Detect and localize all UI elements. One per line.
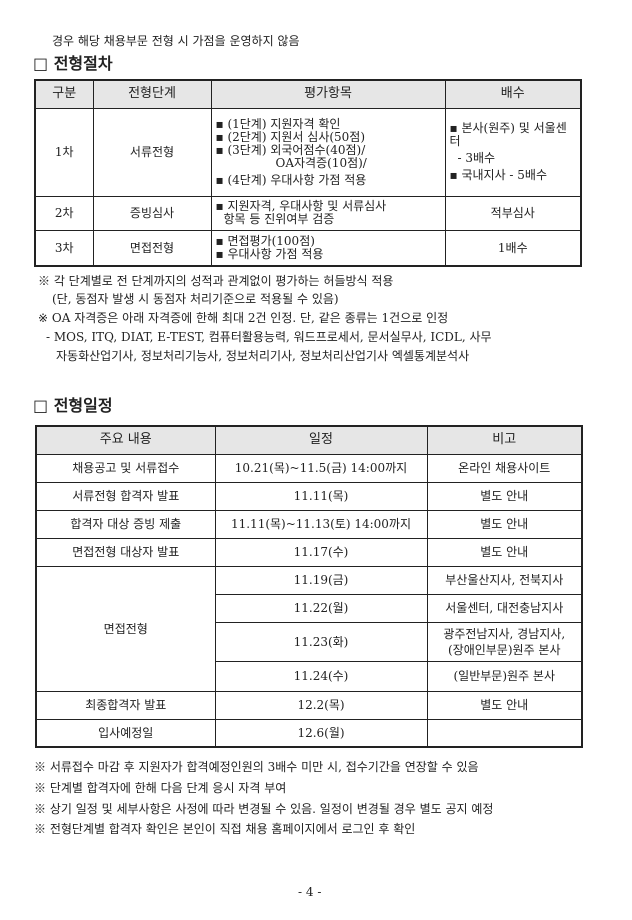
table-row: 최종합격자 발표 12.2(목) 별도 안내: [35, 690, 583, 720]
section-title-procedure: □ 전형절차: [33, 54, 113, 73]
date-cell: 11.22(월): [214, 593, 428, 623]
table-row: 합격자 대상 증빙 제출 11.11(목)~11.13(토) 14:00까지 별…: [35, 509, 583, 539]
stage-name-cell: 증빙심사: [92, 195, 212, 231]
note-cell: 광주전남지사, 경남지사, (장애인부문)원주 본사: [426, 621, 583, 662]
note: (단, 동점자 발생 시 동점자 처리기준으로 적용될 수 있음): [52, 292, 339, 306]
table-row: 11.22(월) 서울센터, 대전충남지사: [36, 593, 583, 623]
section-title-schedule: □ 전형일정: [33, 396, 113, 415]
header-cell: 비고: [426, 425, 583, 455]
table-row: 면접전형 11.19(금) 부산울산지사, 전북지사: [35, 565, 583, 692]
content-cell: 합격자 대상 증빙 제출: [35, 509, 216, 539]
note-cell: 부산울산지사, 전북지사: [426, 565, 583, 595]
list-item: ▪ 면접평가(100점): [215, 233, 315, 248]
list-item: ▪ (4단계) 우대사항 가점 적용: [215, 172, 367, 187]
table-row: 3차 면접전형 ▪ 면접평가(100점) ▪ 우대사항 가점 적용 1배수: [34, 229, 582, 267]
header-cell: 일정: [214, 425, 428, 455]
list-item: ▪ (2단계) 지원서 심사(50점): [215, 129, 366, 144]
table-row: 11.23(화) 광주전남지사, 경남지사, (장애인부문)원주 본사: [36, 621, 583, 662]
content-cell: 채용공고 및 서류접수: [35, 453, 216, 483]
note: - MOS, ITQ, DIAT, E-TEST, 컴퓨터활용능력, 워드프로세…: [46, 330, 492, 344]
list-item: ▪ 국내지사 - 5배수: [449, 168, 548, 182]
table-row: 11.24(수) (일반부문)원주 본사: [36, 660, 583, 692]
date-cell: 11.19(금): [214, 565, 428, 595]
ratio-cell: ▪ 본사(원주) 및 서울센터 - 3배수 ▪ 국내지사 - 5배수: [444, 107, 582, 197]
list-item: ▪ (3단계) 외국어점수(40점)/: [215, 142, 366, 157]
date-cell: 11.11(목): [214, 481, 428, 511]
content-cell: 서류전형 합격자 발표: [35, 481, 216, 511]
note: ※ 서류접수 마감 후 지원자가 합격예정인원의 3배수 미만 시, 접수기간을…: [34, 760, 479, 774]
header-cell: 주요 내용: [35, 425, 216, 455]
table-header: 구분 전형단계 평가항목 배수: [34, 79, 582, 109]
header-cell: 구분: [34, 79, 94, 109]
content-cell: 최종합격자 발표: [35, 690, 216, 720]
note: ※ 각 단계별로 전 단계까지의 성적과 관계없이 평가하는 허들방식 적용: [38, 274, 394, 288]
date-cell: 10.21(목)~11.5(금) 14:00까지: [214, 453, 428, 483]
stage-cell: 3차: [34, 229, 94, 267]
content-cell: 입사예정일: [35, 718, 216, 748]
date-cell: 11.11(목)~11.13(토) 14:00까지: [214, 509, 428, 539]
list-item: ▪ 본사(원주) 및 서울센터: [449, 121, 567, 148]
table-row: 채용공고 및 서류접수 10.21(목)~11.5(금) 14:00까지 온라인…: [35, 453, 583, 483]
stage-cell: 1차: [34, 107, 94, 197]
table-header: 주요 내용 일정 비고: [35, 425, 583, 455]
note-cell: (일반부문)원주 본사: [426, 660, 583, 692]
table-row: 서류전형 합격자 발표 11.11(목) 별도 안내: [35, 481, 583, 511]
note: ※ OA 자격증은 아래 자격증에 한해 최대 2건 인정. 단, 같은 종류는…: [38, 311, 449, 325]
ratio-cell: 적부심사: [444, 195, 582, 231]
table-row: 1차 서류전형 ▪ (1단계) 지원자격 확인 ▪ (2단계) 지원서 심사(5…: [34, 107, 582, 197]
stage-cell: 2차: [34, 195, 94, 231]
note-cell: 별도 안내: [426, 481, 583, 511]
list-item: ▪ 우대사항 가점 적용: [215, 246, 324, 261]
header-cell: 평가항목: [210, 79, 446, 109]
table-row: 입사예정일 12.6(월): [35, 718, 583, 748]
note-cell: 서울센터, 대전충남지사: [426, 593, 583, 623]
ratio-cell: 1배수: [444, 229, 582, 267]
evaluation-items-cell: ▪ 지원자격, 우대사항 및 서류심사 항목 등 진위여부 검증: [210, 195, 446, 231]
schedule-table: 주요 내용 일정 비고 채용공고 및 서류접수 10.21(목)~11.5(금)…: [35, 425, 583, 748]
date-cell: 11.17(수): [214, 537, 428, 567]
note: ※ 전형단계별 합격자 확인은 본인이 직접 채용 홈페이지에서 로그인 후 확…: [34, 822, 416, 836]
date-cell: 11.24(수): [214, 660, 428, 692]
page-number: - 4 -: [298, 885, 322, 899]
note-cell: 별도 안내: [426, 690, 583, 720]
list-item: ▪ 지원자격, 우대사항 및 서류심사: [215, 199, 387, 213]
note-cell: 별도 안내: [426, 537, 583, 567]
table-row: 면접전형 대상자 발표 11.17(수) 별도 안내: [35, 537, 583, 567]
procedure-table: 구분 전형단계 평가항목 배수 1차 서류전형 ▪ (1단계) 지원자격 확인 …: [34, 79, 582, 267]
note: 자동화산업기사, 정보처리기능사, 정보처리기사, 정보처리산업기사 엑셀통계분…: [56, 349, 470, 363]
evaluation-items-cell: ▪ 면접평가(100점) ▪ 우대사항 가점 적용: [210, 229, 446, 267]
date-cell: 12.6(월): [214, 718, 428, 748]
content-cell: 면접전형: [35, 565, 216, 692]
date-cell: 11.23(화): [214, 621, 428, 662]
list-item: OA자격증(10점)/: [275, 155, 367, 170]
date-cell: 12.2(목): [214, 690, 428, 720]
note-cell: 온라인 채용사이트: [426, 453, 583, 483]
stage-name-cell: 서류전형: [92, 107, 212, 197]
evaluation-items-cell: ▪ (1단계) 지원자격 확인 ▪ (2단계) 지원서 심사(50점) ▪ (3…: [210, 107, 446, 197]
intro-line: 경우 해당 채용부문 전형 시 가점을 운영하지 않음: [52, 34, 300, 48]
note-cell: 별도 안내: [426, 509, 583, 539]
table-row: 2차 증빙심사 ▪ 지원자격, 우대사항 및 서류심사 항목 등 진위여부 검증…: [34, 195, 582, 231]
list-item: - 3배수: [457, 151, 496, 165]
header-cell: 배수: [444, 79, 582, 109]
stage-name-cell: 면접전형: [92, 229, 212, 267]
list-item: ▪ (1단계) 지원자격 확인: [215, 116, 341, 131]
note: ※ 단계별 합격자에 한해 다음 단계 응시 자격 부여: [34, 781, 287, 795]
note: ※ 상기 일정 및 세부사항은 사정에 따라 변경될 수 있음. 일정이 변경될…: [34, 802, 494, 816]
content-cell: 면접전형 대상자 발표: [35, 537, 216, 567]
header-cell: 전형단계: [92, 79, 212, 109]
note-cell: [426, 718, 583, 748]
list-item: 항목 등 진위여부 검증: [223, 212, 335, 226]
